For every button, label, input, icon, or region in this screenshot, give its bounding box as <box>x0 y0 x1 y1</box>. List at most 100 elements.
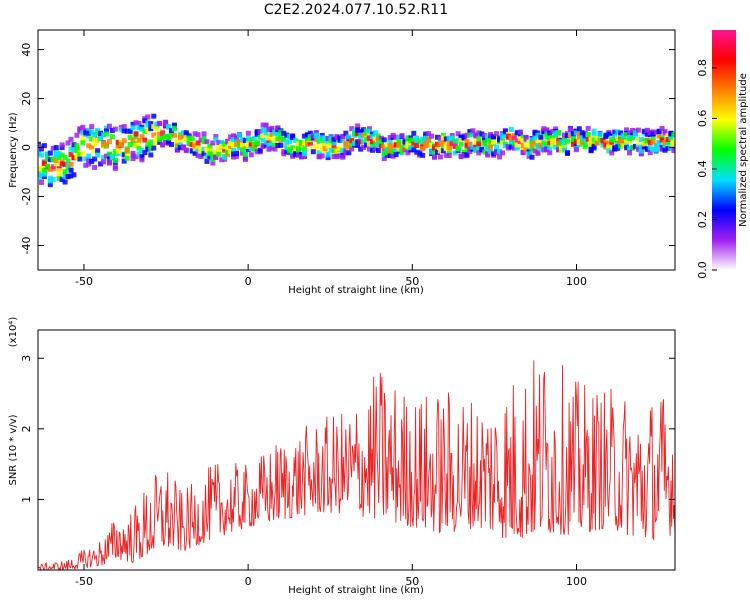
spectrogram-cell <box>479 131 485 137</box>
spectrogram-cell <box>139 157 145 163</box>
spectrogram-cell <box>89 124 95 130</box>
spectrogram-cell <box>248 152 254 158</box>
spectrogram-cell <box>136 124 142 130</box>
spectrogram-cell <box>431 150 437 156</box>
spectrogram-cell <box>420 146 426 152</box>
spectrogram-cell <box>189 142 195 148</box>
spectrogram-cell <box>532 148 538 154</box>
spectrogram-cell <box>671 147 675 153</box>
spectrogram-cell <box>538 140 544 146</box>
spectrogram-cell <box>145 145 151 151</box>
spectrogram-cell <box>92 131 98 137</box>
spectrogram-cell <box>476 141 482 147</box>
spectrogram-cell <box>263 142 269 148</box>
spectrogram-cell <box>452 150 458 156</box>
spectrogram-cell <box>325 152 331 158</box>
spectrogram-cell <box>615 139 621 145</box>
spectrogram-cell <box>106 159 112 165</box>
spectrogram-cell <box>44 163 50 169</box>
spectrogram-cell <box>239 147 245 153</box>
spectrogram-cell <box>429 149 435 155</box>
spectrogram-cell <box>517 138 523 144</box>
spectrogram-cell <box>340 148 346 154</box>
spectrogram-cell <box>225 149 231 155</box>
spectrogram-cell <box>529 137 535 143</box>
spectrogram-cell <box>201 136 207 142</box>
spectrogram-cell <box>109 127 115 133</box>
spectrogram-cell <box>228 140 234 146</box>
spectrogram-cell <box>112 157 118 163</box>
spectrogram-cell <box>86 130 92 136</box>
spectrogram-cell <box>136 137 142 143</box>
spectrogram-cell <box>372 142 378 148</box>
spectrogram-cell <box>272 137 278 143</box>
spectrogram-panel: -50 0 50 100 -40 -20 0 20 40 Height of straight… <box>8 29 676 296</box>
spectrogram-cell <box>485 151 491 157</box>
spectrogram-cell <box>148 152 154 158</box>
spectrogram-cell <box>647 145 653 151</box>
spectrogram-cell <box>121 124 127 130</box>
snr-panel: -50 0 50 100 1 2 3 Height of straight line (k… <box>8 317 676 596</box>
spectrogram-cell <box>579 130 585 136</box>
spectrogram-cell <box>573 147 579 153</box>
spectrogram-cell <box>151 132 157 138</box>
spectrogram-cell <box>233 153 239 159</box>
spectrogram-cell <box>38 166 44 172</box>
spectrogram-cell <box>195 143 201 149</box>
spectrogram-cell <box>148 139 154 145</box>
spectrogram-cell <box>618 138 624 144</box>
spectrogram-cell <box>393 138 399 144</box>
spectrogram-cell <box>588 136 594 142</box>
spectrogram-cell <box>307 136 313 142</box>
spectrogram-cell <box>473 147 479 153</box>
spectrogram-cell <box>281 151 287 157</box>
spectrogram-cell <box>195 140 201 146</box>
spectrogram-cell <box>355 142 361 148</box>
spectrogram-cell <box>62 179 68 185</box>
spectrogram-y-tick-label: -40 <box>20 237 33 255</box>
spectrogram-plot-area <box>38 113 675 188</box>
spectrogram-cell <box>183 130 189 136</box>
spectrogram-cell <box>103 153 109 159</box>
spectrogram-cell <box>263 130 269 136</box>
spectrogram-cell <box>408 145 414 151</box>
spectrogram-cell <box>526 151 532 157</box>
spectrogram-cell <box>163 133 169 139</box>
spectrogram-cell <box>319 145 325 151</box>
spectrogram-cell <box>68 136 74 142</box>
spectrogram-cell <box>53 152 59 158</box>
spectrogram-cell <box>556 147 562 153</box>
spectrogram-cell <box>278 137 284 143</box>
spectrogram-cell <box>381 137 387 143</box>
spectrogram-cell <box>263 127 269 133</box>
spectrogram-cell <box>127 142 133 148</box>
spectrogram-cell <box>59 142 65 148</box>
spectrogram-cell <box>77 156 83 162</box>
spectrogram-cell <box>245 147 251 153</box>
spectrogram-cell <box>316 150 322 156</box>
spectrogram-cell <box>59 177 65 183</box>
spectrogram-cell <box>443 152 449 158</box>
spectrogram-cell <box>180 145 186 151</box>
spectrogram-cell <box>662 140 668 146</box>
spectrogram-cell <box>334 153 340 159</box>
spectrogram-cell <box>494 144 500 150</box>
spectrogram-cell <box>266 142 272 148</box>
spectrogram-cell <box>266 126 272 132</box>
spectrogram-cell <box>538 146 544 152</box>
spectrogram-cell <box>65 165 71 171</box>
spectrogram-cell <box>254 140 260 146</box>
spectrogram-cell <box>499 150 505 156</box>
spectrogram-cell <box>278 142 284 148</box>
spectrogram-cell <box>511 135 517 141</box>
spectrogram-cell <box>585 132 591 138</box>
spectrogram-cell <box>284 145 290 151</box>
spectrogram-cell <box>411 141 417 147</box>
spectrogram-cell <box>47 166 53 172</box>
spectrogram-cell <box>248 137 254 143</box>
spectrogram-cell <box>665 137 671 143</box>
spectrogram-cell <box>470 131 476 137</box>
spectrogram-cell <box>157 131 163 137</box>
spectrogram-cell <box>222 144 228 150</box>
spectrogram-cell <box>582 141 588 147</box>
